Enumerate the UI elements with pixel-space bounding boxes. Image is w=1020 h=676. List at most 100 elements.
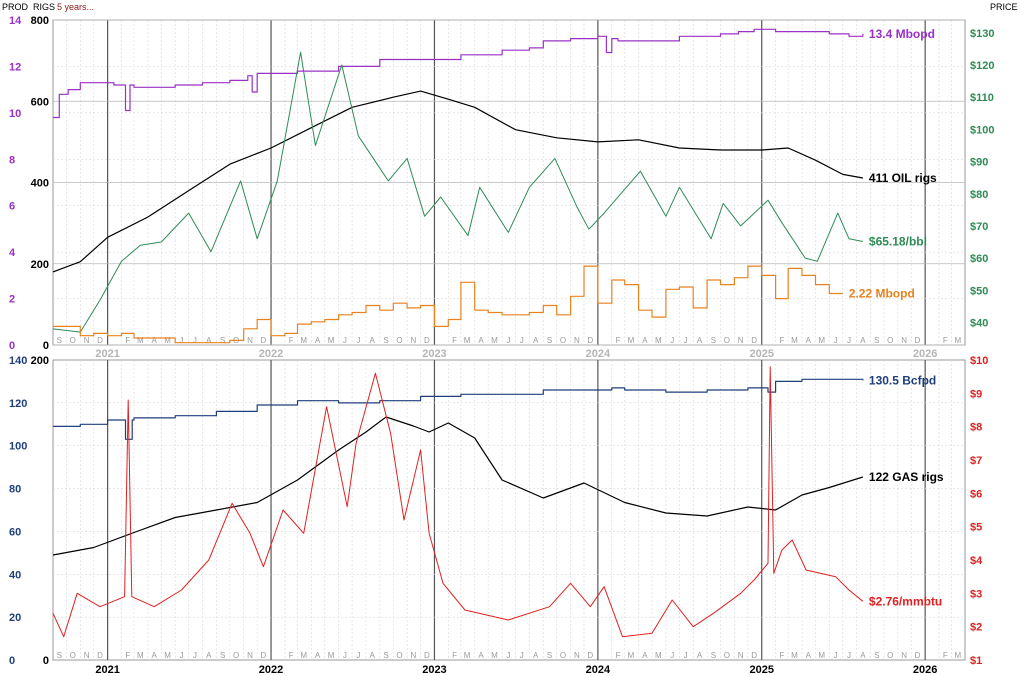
price-tick-label: $1 [970, 655, 982, 667]
month-letter: M [164, 336, 171, 345]
series-label-gas_prod: 130.5 Bcfpd [869, 373, 936, 387]
month-letter: D [751, 336, 757, 345]
month-letter: F [289, 336, 294, 345]
month-letter: D [751, 651, 757, 660]
prod-tick-label: 60 [9, 526, 21, 538]
month-letter: J [193, 651, 197, 660]
month-letter: O [887, 651, 893, 660]
month-letter: D [424, 651, 430, 660]
price-tick-label: $100 [970, 124, 994, 136]
month-letter: J [193, 336, 197, 345]
month-letter: M [137, 336, 144, 345]
month-letter: N [84, 336, 90, 345]
price-tick-label: $10 [970, 355, 988, 367]
month-letter: O [70, 336, 76, 345]
series-label-gas_price: $2.76/mmbtu [869, 594, 942, 608]
price-tick-label: $8 [970, 422, 982, 434]
month-letter: A [860, 651, 866, 660]
prod-tick-label: 4 [9, 247, 16, 259]
month-letter: D [424, 336, 430, 345]
series-line-oil_prod [53, 28, 864, 119]
month-letter: O [233, 651, 239, 660]
month-letter: S [547, 651, 552, 660]
month-letter: S [711, 651, 716, 660]
price-tick-label: $120 [970, 60, 994, 72]
year-label: 2025 [749, 348, 773, 360]
month-letter: M [955, 651, 962, 660]
period-label: 5 years... [57, 2, 94, 12]
month-letter: J [356, 651, 360, 660]
prod-tick-label: 20 [9, 612, 21, 624]
plot-frame [52, 359, 966, 661]
month-letter: J [670, 651, 674, 660]
month-letter: F [779, 336, 784, 345]
prod-tick-label: 12 [9, 61, 21, 73]
month-letter: A [152, 651, 158, 660]
month-letter: J [847, 336, 851, 345]
month-letter: M [955, 336, 962, 345]
month-letter: O [396, 336, 402, 345]
month-letter: J [179, 336, 183, 345]
month-letter: D [97, 336, 103, 345]
month-letter: F [125, 651, 130, 660]
month-letter: N [738, 336, 744, 345]
price-tick-label: $110 [970, 92, 994, 104]
month-letter: S [383, 336, 388, 345]
series-line-gas_price [52, 366, 864, 638]
series-label-oil_price: $65.18/bbl [869, 234, 927, 248]
month-letter: J [343, 651, 347, 660]
month-letter: A [315, 336, 321, 345]
month-letter: A [478, 651, 484, 660]
month-letter: O [396, 651, 402, 660]
rigs-tick-label: 0 [43, 655, 49, 667]
month-letter: M [137, 651, 144, 660]
month-letter: A [370, 336, 376, 345]
prod-tick-label: 2 [9, 294, 15, 306]
month-letter: A [697, 651, 703, 660]
month-letter: A [478, 336, 484, 345]
month-letter: S [874, 336, 879, 345]
price-tick-label: $9 [970, 388, 982, 400]
month-letter: J [179, 651, 183, 660]
month-letter: D [261, 336, 267, 345]
prod-tick-label: 14 [9, 15, 22, 27]
gas-panel: 0 20 40 60 80 100 120 140 0 200 $1 $2 $3 $4 $5 $6 $7 $8 $9… [9, 355, 988, 676]
month-letter: A [642, 651, 648, 660]
rigs-tick-label: 800 [31, 15, 49, 27]
month-letter: J [520, 651, 524, 660]
year-label: 2023 [422, 348, 446, 360]
month-letter: M [491, 651, 498, 660]
month-letter: J [506, 336, 510, 345]
rigs-tick-label: 200 [31, 259, 49, 271]
prod-tick-label: 120 [9, 398, 27, 410]
month-letter: N [574, 336, 580, 345]
month-letter: D [97, 651, 103, 660]
month-letter: S [220, 336, 225, 345]
month-letter: D [915, 651, 921, 660]
month-letter: A [697, 336, 703, 345]
rigs-tick-label: 200 [31, 355, 49, 367]
month-letter: J [520, 336, 524, 345]
series-line-oil_rigs [52, 90, 864, 273]
price-tick-label: $7 [970, 455, 982, 467]
month-letter: N [84, 651, 90, 660]
month-letter: S [547, 336, 552, 345]
series-label-gas_rigs: 122 GAS rigs [869, 470, 944, 484]
month-letter: O [560, 651, 566, 660]
month-letter: F [125, 336, 130, 345]
prod-tick-label: 100 [9, 441, 27, 453]
month-letter: D [261, 651, 267, 660]
month-letter: N [901, 651, 907, 660]
month-letter: M [328, 651, 335, 660]
month-letter: J [834, 336, 838, 345]
oil-panel: 0 2 4 6 8 10 12 14 0 200 400 600 800 $40 $50 $60 $70 $80 $… [9, 15, 994, 360]
month-letter: M [791, 651, 798, 660]
month-letter: F [779, 651, 784, 660]
month-letter: A [533, 336, 539, 345]
prod-tick-label: 10 [9, 108, 21, 120]
month-letter: O [887, 336, 893, 345]
month-letter: A [806, 336, 812, 345]
price-tick-label: $4 [970, 555, 983, 567]
month-letter: J [356, 336, 360, 345]
